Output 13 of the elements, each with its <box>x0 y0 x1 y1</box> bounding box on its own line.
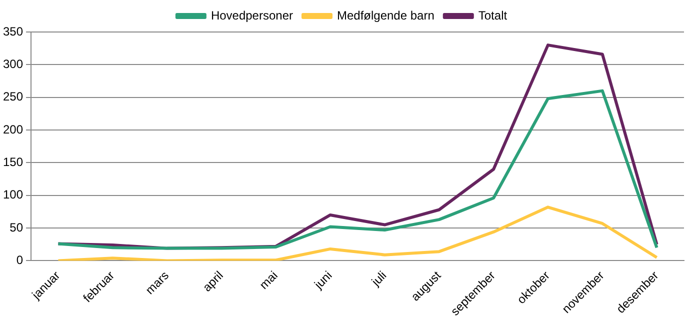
y-tick-label: 350 <box>2 24 24 38</box>
x-tick-label: mai <box>256 268 280 292</box>
y-tick-label: 100 <box>2 188 24 202</box>
y-tick-label: 50 <box>10 220 24 234</box>
y-tick-label: 150 <box>2 155 24 170</box>
y-tick-label: 200 <box>2 122 24 136</box>
y-tick-label: 300 <box>2 56 24 71</box>
legend-label: Medfølgende barn <box>336 8 434 22</box>
legend-label: Totalt <box>478 8 508 22</box>
y-tick-label: 0 <box>16 253 24 268</box>
legend-label: Hovedpersoner <box>210 8 293 22</box>
x-tick-label: juli <box>368 268 390 290</box>
y-tick-label: 250 <box>2 90 24 104</box>
